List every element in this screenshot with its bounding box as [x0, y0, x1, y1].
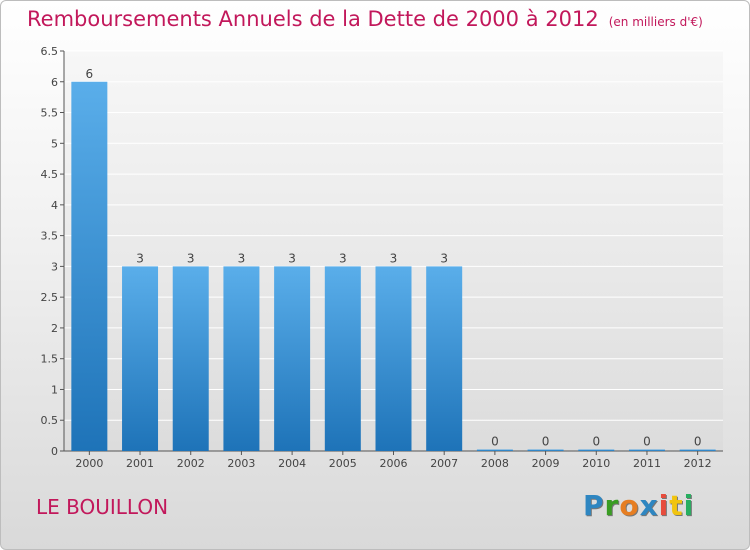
x-tick-label: 2007	[430, 457, 458, 470]
data-label: 0	[491, 435, 499, 449]
y-tick-label: 2.5	[41, 291, 59, 304]
x-tick-label: 2006	[380, 457, 408, 470]
bar	[172, 266, 209, 451]
data-label: 3	[136, 251, 144, 265]
y-tick-label: 6.5	[41, 45, 59, 58]
logo-letter: r	[604, 489, 620, 522]
data-label: 3	[187, 251, 195, 265]
data-label: 3	[288, 251, 296, 265]
x-tick-label: 2003	[227, 457, 255, 470]
x-tick-label: 2012	[684, 457, 712, 470]
data-label: 3	[390, 251, 398, 265]
bar	[527, 449, 564, 451]
y-tick-label: 3	[51, 260, 58, 273]
logo-letter: P	[583, 489, 605, 522]
data-label: 6	[86, 67, 94, 81]
x-tick-label: 2009	[532, 457, 560, 470]
x-tick-label: 2010	[582, 457, 610, 470]
bar	[122, 266, 159, 451]
logo-letter: i	[658, 489, 670, 522]
y-tick-label: 1.5	[41, 353, 59, 366]
y-tick-label: 6	[51, 76, 58, 89]
x-tick-label: 2000	[75, 457, 103, 470]
bar	[476, 449, 513, 451]
data-label: 0	[694, 435, 702, 449]
bar	[679, 449, 716, 451]
data-label: 0	[542, 435, 550, 449]
y-tick-label: 5.5	[41, 107, 59, 120]
x-tick-label: 2005	[329, 457, 357, 470]
x-tick-label: 2008	[481, 457, 509, 470]
bar	[223, 266, 260, 451]
commune-name: LE BOUILLON	[36, 495, 169, 519]
x-tick-label: 2011	[633, 457, 661, 470]
proxiti-logo: Proxiti	[583, 489, 694, 522]
y-tick-label: 5	[51, 137, 58, 150]
y-tick-label: 4.5	[41, 168, 59, 181]
bar	[375, 266, 412, 451]
y-tick-label: 2	[51, 322, 58, 335]
y-tick-label: 3.5	[41, 230, 59, 243]
bar	[71, 81, 108, 452]
data-label: 0	[643, 435, 651, 449]
data-label: 3	[339, 251, 347, 265]
y-tick-label: 0.5	[41, 414, 59, 427]
y-tick-label: 4	[51, 199, 58, 212]
bar	[578, 449, 615, 451]
x-tick-label: 2001	[126, 457, 154, 470]
data-label: 3	[238, 251, 246, 265]
data-label: 0	[592, 435, 600, 449]
chart-unit: (en milliers d'€)	[608, 15, 703, 29]
bar	[324, 266, 361, 451]
bar	[426, 266, 463, 451]
x-tick-label: 2002	[177, 457, 205, 470]
x-tick-label: 2004	[278, 457, 306, 470]
chart-title: Remboursements Annuels de la Dette de 20…	[27, 7, 703, 31]
logo-letter: x	[639, 489, 659, 522]
chart-title-text: Remboursements Annuels de la Dette de 20…	[27, 7, 599, 31]
data-label: 3	[440, 251, 448, 265]
logo-letter: t	[669, 489, 684, 522]
bar	[274, 266, 311, 451]
y-tick-label: 0	[51, 445, 58, 458]
logo-letter: o	[619, 489, 640, 522]
bar	[628, 449, 665, 451]
logo-letter: i	[683, 489, 695, 522]
y-tick-label: 1	[51, 383, 58, 396]
